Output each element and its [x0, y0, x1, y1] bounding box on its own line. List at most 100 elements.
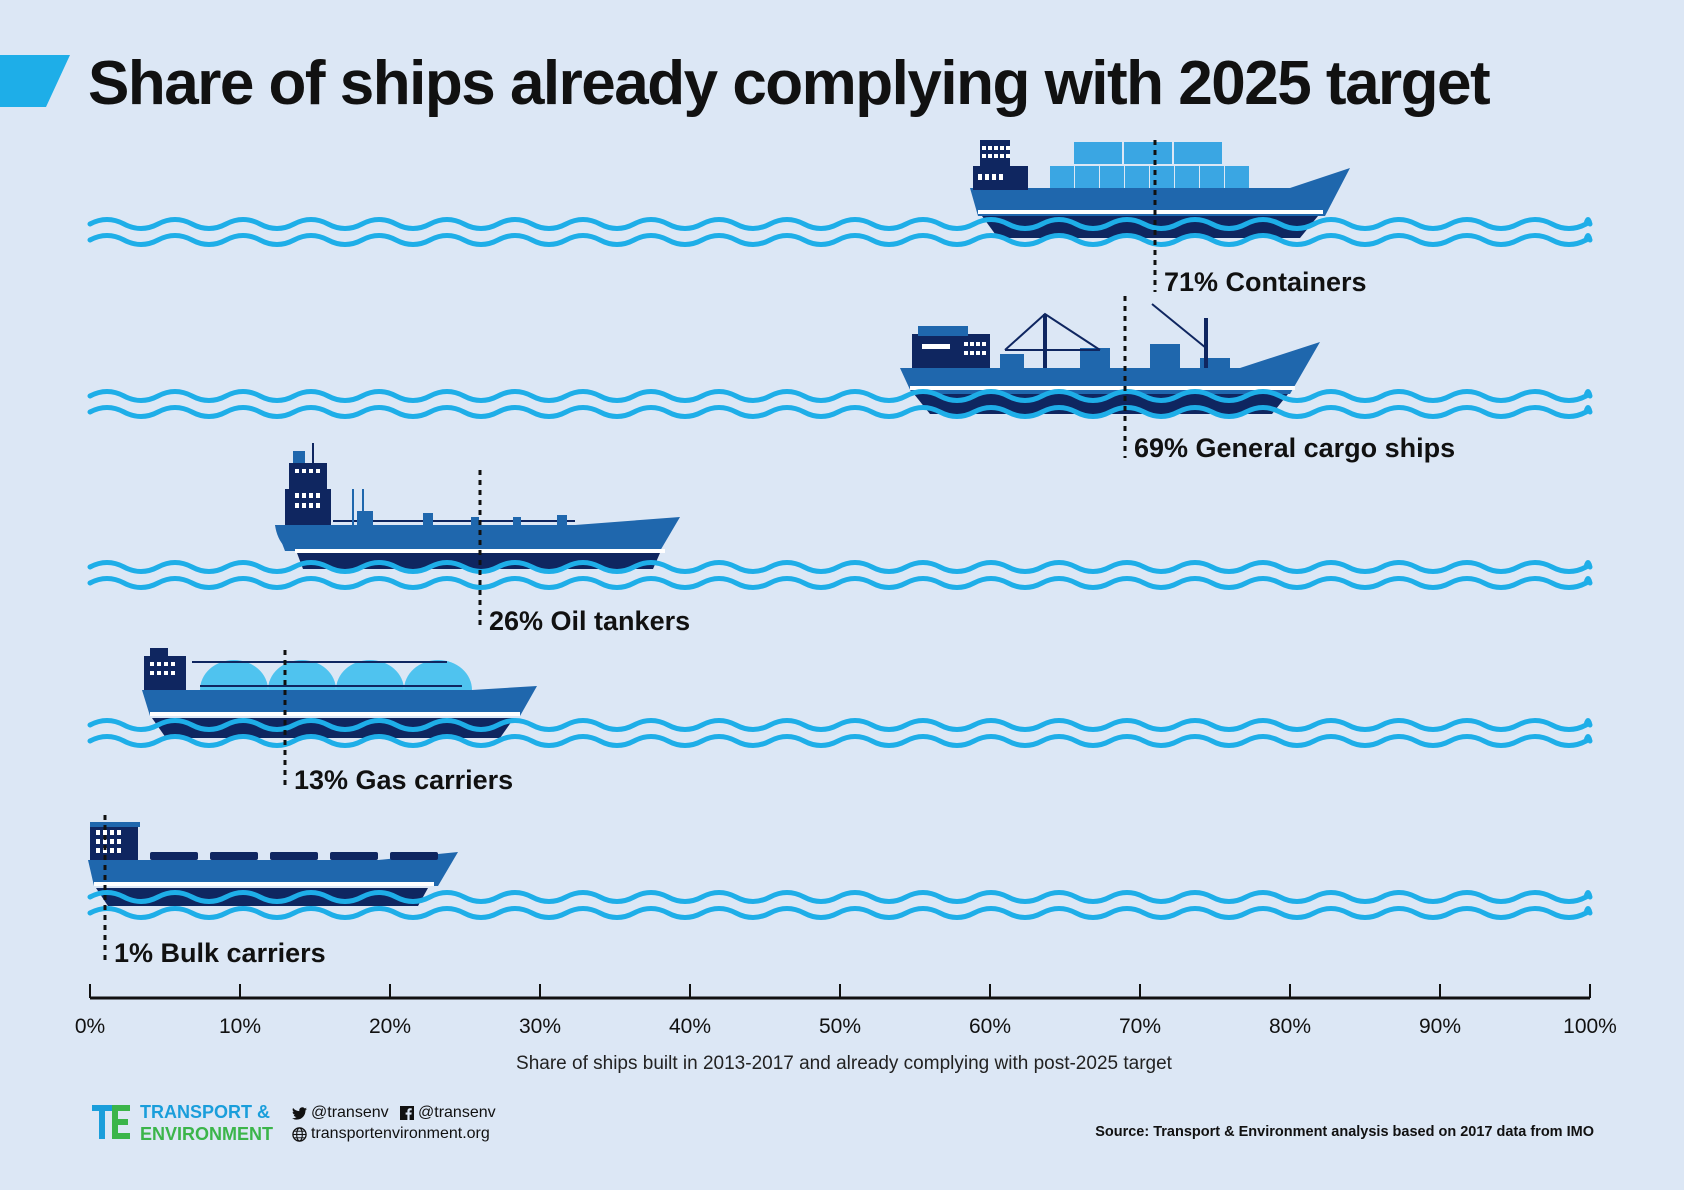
value-label: 71% Containers	[1164, 267, 1367, 297]
x-tick-label: 100%	[1563, 1015, 1617, 1038]
twitter-icon	[292, 1106, 307, 1120]
x-axis-title: Share of ships built in 2013-2017 and al…	[516, 1053, 1173, 1074]
window	[1006, 146, 1010, 150]
general-cargo-ship-icon	[900, 303, 1320, 414]
bridge-top	[980, 140, 1010, 166]
container	[1125, 166, 1149, 188]
twitter-handle[interactable]: @transenv	[292, 1104, 389, 1122]
container	[1075, 166, 1099, 188]
container	[1124, 142, 1172, 164]
window	[302, 493, 306, 498]
hull-stripe	[978, 210, 1323, 214]
hull	[970, 168, 1350, 216]
window	[157, 671, 161, 675]
container	[1074, 142, 1122, 164]
crane-boom	[1151, 303, 1207, 349]
window	[309, 493, 313, 498]
facebook-handle[interactable]: @transenv	[400, 1104, 496, 1122]
window	[117, 848, 121, 853]
window	[970, 342, 974, 346]
oil-tanker-icon	[275, 443, 680, 569]
bridge-top	[150, 648, 168, 658]
wave-line	[87, 389, 1593, 403]
window	[964, 342, 968, 346]
window	[302, 469, 306, 473]
window	[316, 469, 320, 473]
website-link-text: transportenvironment.org	[311, 1125, 490, 1142]
markers-layer: 71% Containers 69% General cargo ships 26%…	[103, 140, 1455, 968]
window	[999, 174, 1003, 180]
cargo-hatch	[150, 852, 198, 860]
wave-line	[87, 217, 1593, 231]
window	[171, 662, 175, 666]
window	[164, 662, 168, 666]
logo-text-environment: ENVIRONMENT	[140, 1124, 274, 1144]
page-title: Share of ships already complying with 20…	[88, 49, 1491, 118]
wave-line	[87, 906, 1593, 920]
x-tick-label: 60%	[969, 1015, 1011, 1038]
x-tick-label: 50%	[819, 1015, 861, 1038]
logo-text-transport: TRANSPORT &	[140, 1102, 270, 1122]
window	[982, 351, 986, 355]
window	[309, 469, 313, 473]
cargo-hatch	[330, 852, 378, 860]
window	[103, 848, 107, 853]
window	[994, 154, 998, 158]
x-tick-label: 30%	[519, 1015, 561, 1038]
cargo-hatch	[270, 852, 318, 860]
window	[164, 671, 168, 675]
window	[150, 662, 154, 666]
ships-layer	[88, 140, 1350, 906]
te-logo-icon	[92, 1105, 130, 1139]
wave-line	[87, 233, 1593, 247]
bulk-carrier-icon	[88, 822, 458, 906]
window	[988, 146, 992, 150]
window	[982, 342, 986, 346]
deck-block	[513, 517, 521, 525]
window	[976, 342, 980, 346]
gas-tank	[336, 660, 404, 690]
deck-block	[423, 513, 433, 525]
window	[316, 493, 320, 498]
crane-boom	[1004, 312, 1101, 351]
window	[171, 671, 175, 675]
window	[295, 469, 299, 473]
window	[970, 351, 974, 355]
wave-line	[87, 890, 1593, 904]
chart: 71% Containers 69% General cargo ships 26%…	[75, 140, 1617, 1074]
facebook-icon	[400, 1106, 414, 1120]
value-label: 69% General cargo ships	[1134, 433, 1455, 463]
window	[982, 154, 986, 158]
window	[150, 671, 154, 675]
title-accent-bar	[0, 55, 70, 107]
bridge-top	[289, 463, 327, 491]
bridge-top	[918, 326, 968, 336]
value-label: 26% Oil tankers	[489, 606, 690, 636]
container	[1100, 166, 1124, 188]
website-link[interactable]: transportenvironment.org	[292, 1125, 490, 1143]
window	[309, 503, 313, 508]
window	[1006, 154, 1010, 158]
hull-stripe	[94, 882, 434, 886]
x-tick-label: 20%	[369, 1015, 411, 1038]
deck-block	[471, 517, 479, 525]
container	[1175, 166, 1199, 188]
cargo-hatch	[390, 852, 438, 860]
x-tick-label: 40%	[669, 1015, 711, 1038]
container	[1200, 166, 1224, 188]
window	[1000, 154, 1004, 158]
hull-stripe	[910, 386, 1295, 390]
twitter-handle-text: @transenv	[311, 1104, 389, 1121]
window	[117, 839, 121, 844]
hull-stripe	[150, 712, 520, 716]
window	[96, 830, 100, 835]
wave-line	[87, 576, 1593, 590]
window	[964, 351, 968, 355]
window	[988, 154, 992, 158]
window	[1000, 146, 1004, 150]
window	[110, 848, 114, 853]
cargo-hatch	[210, 852, 258, 860]
hull	[275, 517, 680, 551]
window	[985, 174, 989, 180]
x-axis: 0% 10% 20% 30% 40% 50% 60% 70% 80% 90% 100%	[75, 984, 1617, 1038]
